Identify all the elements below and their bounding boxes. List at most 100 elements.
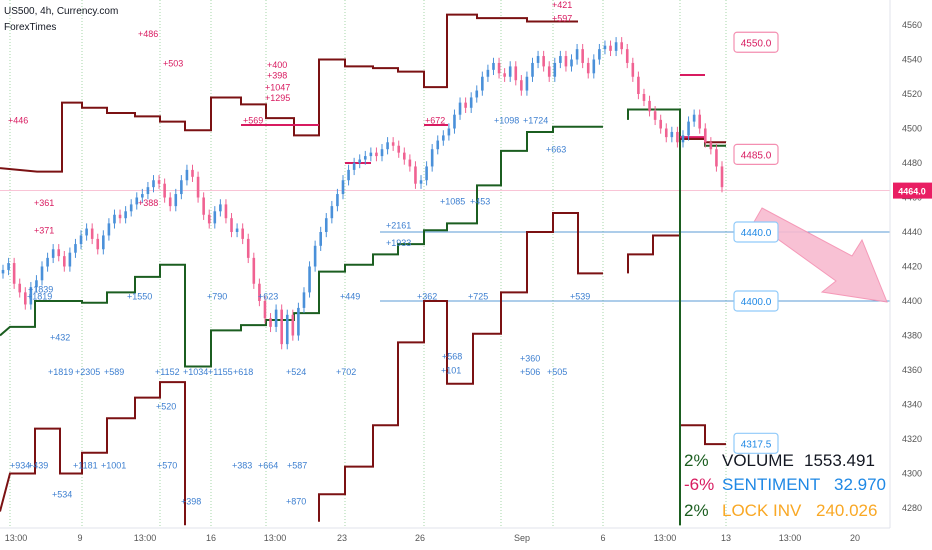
candle-body — [403, 152, 406, 160]
upper-channel-line — [0, 13, 578, 173]
candle-body — [12, 263, 16, 284]
callout-label: 4485.0 — [741, 150, 772, 161]
candle-body — [313, 245, 317, 267]
blue-annotation: +524 — [286, 367, 306, 377]
x-tick-label: 16 — [206, 533, 216, 543]
blue-annotation: +2305 — [75, 367, 100, 377]
candle-body — [1, 269, 5, 274]
current-price-label: 4464.0 — [898, 187, 926, 197]
blue-annotation: +362 — [417, 291, 437, 301]
candle-body — [96, 238, 100, 250]
blue-annotation: +1155 — [208, 367, 233, 377]
candle-body — [514, 66, 518, 81]
candle-body — [598, 49, 601, 60]
volume-annotations: +446+486+503 +400+398+1047+1295+569 +672+5… — [8, 0, 590, 507]
blue-annotation: +725 — [468, 291, 488, 301]
blue-annotation: +1098 — [494, 115, 519, 125]
blue-annotation: +587 — [287, 460, 307, 470]
stat-row-lock-inv: 2% LOCK INV 240.026 — [684, 501, 877, 521]
y-tick-label: 4560 — [902, 20, 922, 30]
candle-body — [336, 194, 339, 207]
candle-body — [369, 152, 373, 157]
stat-row-sentiment: -6% SENTIMENT 32.970 — [684, 475, 886, 495]
blue-annotation: +1724 — [523, 115, 548, 125]
level-callout: 4317.5 — [733, 432, 779, 454]
pink-annotation: +569 — [243, 115, 263, 125]
time-axis[interactable]: 13:00 9 13:00 16 13:00 23 26 Sep 6 13:00 13 13:00 20 — [0, 527, 890, 543]
y-tick-label: 4320 — [902, 434, 922, 444]
y-tick-label: 4380 — [902, 331, 922, 341]
price-axis[interactable]: 4280430043204340436043804400442044404460… — [889, 0, 932, 528]
blue-annotation: +398 — [181, 497, 201, 507]
x-tick-label: 9 — [77, 533, 82, 543]
blue-annotation: +1001 — [101, 460, 126, 470]
y-tick-label: 4500 — [902, 124, 922, 134]
pink-annotation: +1295 — [265, 93, 290, 103]
pink-annotation: +361 — [34, 198, 54, 208]
candle-body — [85, 228, 88, 236]
recent-red-top-line — [680, 137, 726, 144]
x-tick-label: 6 — [600, 533, 605, 543]
callout-label: 4400.0 — [741, 297, 772, 308]
candle-body — [709, 142, 713, 150]
candle-body — [241, 228, 244, 239]
x-tick-label: 26 — [415, 533, 425, 543]
blue-annotation: +520 — [156, 402, 176, 412]
candle-body — [302, 292, 306, 308]
candle-body — [715, 149, 718, 167]
candle-body — [219, 204, 222, 212]
candle-body — [592, 59, 596, 74]
blue-annotation: +453 — [470, 196, 490, 206]
candle-body — [486, 69, 490, 77]
candle-body — [7, 263, 10, 270]
candle-body — [425, 166, 428, 181]
candle-body — [207, 214, 211, 224]
pink-annotation: +672 — [425, 115, 445, 125]
y-tick-label: 4520 — [902, 89, 922, 99]
pink-annotation: +597 — [552, 14, 572, 24]
candle-body — [436, 140, 440, 150]
candle-body — [40, 266, 44, 281]
stat-value: 1553.491 — [804, 451, 875, 470]
y-tick-label: 4440 — [902, 227, 922, 237]
recent-red-line — [627, 234, 726, 446]
candle-body — [46, 257, 49, 267]
candle-body — [141, 194, 144, 198]
blue-annotation: +1181 — [73, 460, 98, 470]
pink-annotation: +371 — [34, 226, 54, 236]
candle-body — [347, 169, 350, 181]
candle-body — [269, 318, 272, 327]
blue-annotation: +1085 — [440, 196, 465, 206]
candle-body — [531, 62, 534, 77]
candle-body — [202, 197, 205, 215]
pink-annotation: +1047 — [265, 83, 290, 93]
candle-body — [146, 187, 150, 195]
blue-annotation: +439 — [28, 460, 48, 470]
y-tick-label: 4280 — [902, 503, 922, 513]
candle-body — [670, 131, 674, 138]
candle-body — [375, 152, 378, 157]
candle-body — [168, 197, 172, 207]
candle-body — [235, 228, 239, 232]
candle-body — [581, 49, 584, 63]
candle-body — [107, 223, 111, 236]
y-tick-label: 4300 — [902, 469, 922, 479]
callout-box — [733, 221, 779, 243]
candle-body — [687, 121, 690, 136]
blue-annotation: +539 — [570, 291, 590, 301]
candle-body — [68, 252, 72, 267]
y-tick-label: 4400 — [902, 296, 922, 306]
candle-body — [358, 159, 362, 163]
candle-body — [391, 142, 395, 146]
level-callout: 4400.0 — [733, 290, 779, 312]
candle-body — [625, 49, 629, 63]
candle-body — [564, 56, 568, 67]
blue-annotation: +505 — [547, 367, 567, 377]
pink-annotation: +503 — [163, 58, 183, 68]
current-price-badge — [893, 182, 932, 199]
candle-body — [536, 56, 540, 63]
stat-value: 32.970 — [834, 475, 886, 494]
candle-body — [525, 76, 529, 91]
y-tick-label: 4340 — [902, 400, 922, 410]
